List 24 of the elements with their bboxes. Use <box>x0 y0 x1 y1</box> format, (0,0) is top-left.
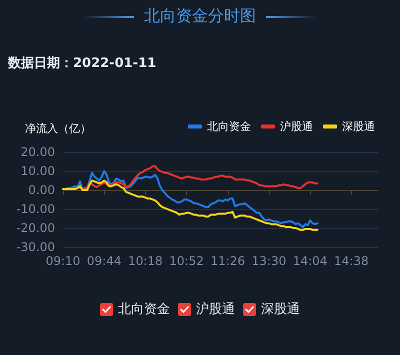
text: 深股通 <box>261 302 300 317</box>
legend-label: 北向资金 <box>207 120 251 133</box>
y-tick-label: 0.00 <box>28 183 55 197</box>
y-tick-label: 20.00 <box>20 145 55 159</box>
x-tick-label: 10:52 <box>169 254 204 268</box>
x-tick-label: 13:30 <box>252 254 286 268</box>
text: 沪股通 <box>196 302 235 317</box>
chart-title: 北向资金分时图 <box>144 6 256 25</box>
x-tick-label: 09:10 <box>46 254 80 268</box>
x-tick-label: 14:38 <box>334 254 369 268</box>
y-tick-label: 10.00 <box>20 164 55 178</box>
y-axis-title: 净流入（亿） <box>25 122 91 135</box>
x-tick-label: 11:26 <box>210 254 246 268</box>
line-series <box>62 180 318 231</box>
chart-subtitle: 数据日期：2022-01-11 <box>8 55 156 72</box>
legend-label: 沪股通 <box>280 120 313 133</box>
x-tick-label: 10:18 <box>128 254 163 268</box>
y-tick-label: -10.00 <box>16 202 55 216</box>
y-tick-label: -20.00 <box>16 221 55 235</box>
x-tick-label: 09:44 <box>86 254 122 268</box>
y-tick-label: -30.00 <box>16 240 55 254</box>
text: 北向资金 <box>118 302 170 317</box>
legend-label: 深股通 <box>342 120 375 133</box>
x-tick-label: 14:04 <box>292 254 328 268</box>
